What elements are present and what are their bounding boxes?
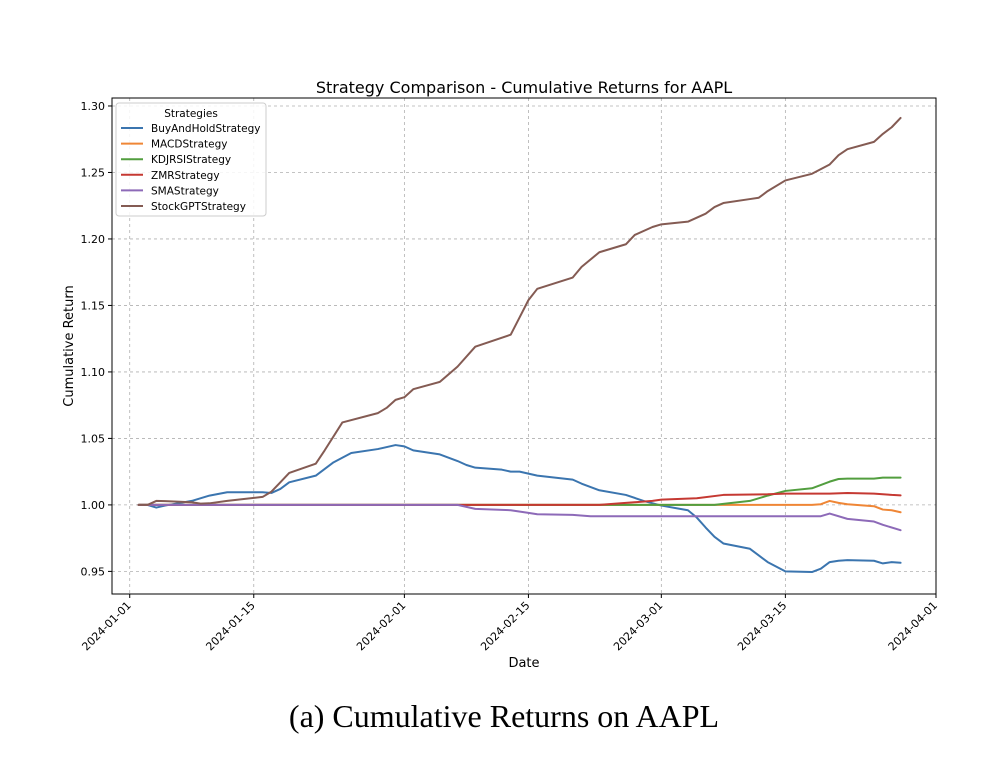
x-tick-label: 2024-02-15 [478,599,532,653]
y-axis-ticks: 0.95 1.00 1.05 1.10 1.15 1.20 1.25 1.30 [81,100,112,578]
legend: Strategies BuyAndHoldStrategy MACDStrateg… [115,102,267,217]
x-axis-ticks: 2024-01-01 2024-01-15 2024-02-01 2024-02-15… [79,594,940,653]
y-tick-label: 1.05 [81,432,106,445]
series-lines [137,116,902,574]
legend-label: BuyAndHoldStrategy [151,123,260,135]
legend-title: Strategies [164,108,218,120]
y-tick-label: 1.10 [81,366,106,379]
x-tick-label: 2024-03-15 [735,599,789,653]
x-axis-label: Date [508,656,539,671]
x-tick-label: 2024-03-01 [611,599,665,653]
series-line-kdjrsistrategy [137,476,902,506]
legend-label: ZMRStrategy [151,170,220,182]
legend-box [115,102,267,217]
x-tick-label: 2024-01-01 [79,599,133,653]
y-tick-label: 1.20 [81,233,106,246]
y-tick-label: 1.00 [81,499,106,512]
x-tick-label: 2024-01-15 [203,599,257,653]
series-line-stockgptstrategy [137,116,902,506]
series-line-zmrstrategy [137,491,902,506]
cumulative-returns-chart: Strategy Comparison - Cumulative Returns… [62,78,940,671]
legend-items: BuyAndHoldStrategy MACDStrategy KDJRSIStra… [121,123,260,213]
x-tick-label: 2024-02-01 [354,599,408,653]
x-tick-label: 2024-04-01 [886,599,940,653]
legend-label: MACDStrategy [151,139,227,151]
y-axis-label: Cumulative Return [62,285,77,406]
y-tick-label: 0.95 [81,565,106,578]
y-tick-label: 1.30 [81,100,106,113]
y-tick-label: 1.15 [81,299,106,312]
series-line-buyandholdstrategy [137,444,902,574]
y-tick-label: 1.25 [81,166,106,179]
legend-label: StockGPTStrategy [151,201,246,213]
series-line-smastrategy [137,503,902,532]
series-line-macdstrategy [137,499,902,514]
chart-title: Strategy Comparison - Cumulative Returns… [316,78,732,97]
legend-label: SMAStrategy [151,185,219,197]
legend-label: KDJRSIStrategy [151,154,231,166]
figure-caption: (a) Cumulative Returns on AAPL [288,698,720,734]
plot-frame [111,97,937,595]
